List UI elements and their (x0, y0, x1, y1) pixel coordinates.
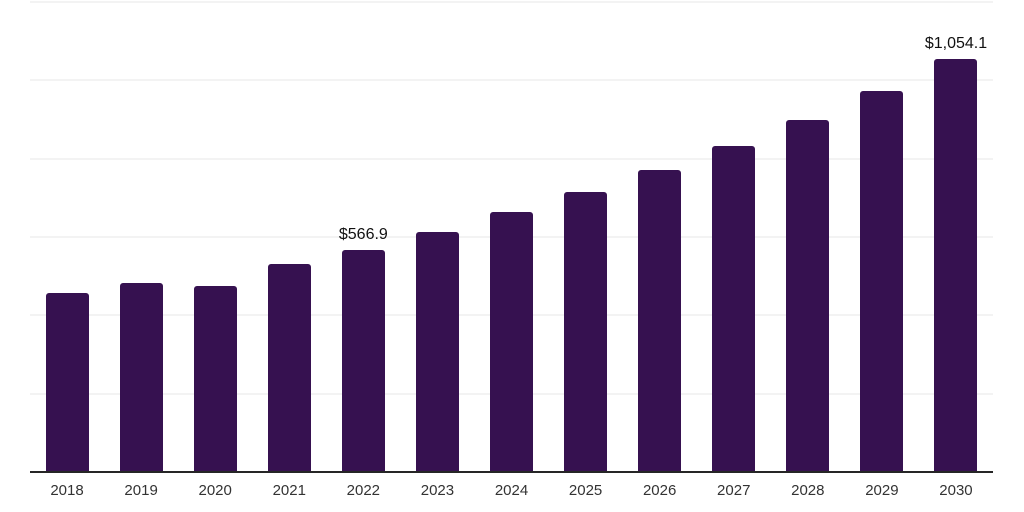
bar-slot-2018 (30, 2, 104, 472)
bar-2029 (860, 90, 904, 472)
bar-2023 (415, 231, 459, 472)
data-label-2030: $1,054.1 (924, 35, 988, 53)
x-tick-label-2020: 2020 (198, 482, 232, 499)
x-tick-label-2030: 2030 (939, 482, 973, 499)
bar-2020 (193, 286, 237, 472)
bar-slot-2023 (400, 2, 474, 472)
bar-2021 (267, 264, 311, 472)
bar-slot-2022: $566.9 (326, 2, 400, 472)
x-tick-label-2024: 2024 (494, 482, 529, 499)
bar-slot-2029 (845, 2, 919, 472)
x-axis-line (30, 471, 993, 473)
gridline-800 (30, 157, 993, 160)
plot-area: $566.9 $1,054.1 (30, 1, 993, 473)
x-tick-label-2025: 2025 (568, 482, 603, 499)
x-tick-label-2022: 2022 (346, 482, 381, 499)
x-axis-labels: 2018 2019 2020 2021 2022 2023 2024 2025 2026 2027… (30, 482, 993, 500)
bar-2024 (490, 212, 533, 472)
bar-slot-2020 (178, 2, 252, 472)
bar-slot-2028 (771, 2, 845, 472)
bar-slot-2030: $1,054.1 (919, 2, 993, 472)
bar-2027 (712, 146, 756, 472)
bar-2019 (119, 282, 163, 472)
x-tick-label-2027: 2027 (717, 482, 751, 499)
bar-2026 (638, 169, 682, 472)
x-tick-label-2023: 2023 (420, 482, 455, 499)
bar-slot-2019 (104, 2, 178, 472)
bar-slot-2021 (252, 2, 326, 472)
gridline-1000 (30, 79, 993, 82)
x-tick-label-2028: 2028 (791, 482, 825, 499)
bar-slot-2026 (623, 2, 697, 472)
x-tick-label-2021: 2021 (272, 482, 306, 499)
bar-slot-2025 (549, 2, 623, 472)
x-tick-label-2019: 2019 (124, 482, 158, 499)
bar-2028 (786, 119, 830, 472)
bars-layer: $566.9 $1,054.1 (30, 2, 993, 472)
x-tick-label-2029: 2029 (865, 482, 899, 499)
bar-2022 (341, 249, 385, 472)
gridline-1200 (30, 1, 993, 3)
bar-slot-2027 (697, 2, 771, 472)
bar-2025 (564, 191, 608, 472)
x-tick-label-2018: 2018 (50, 482, 84, 499)
data-label-2022: $566.9 (338, 225, 388, 243)
bar-slot-2024 (474, 2, 548, 472)
bar-2030 (934, 59, 978, 472)
bar-2018 (45, 293, 89, 472)
x-tick-label-2026: 2026 (642, 482, 677, 499)
